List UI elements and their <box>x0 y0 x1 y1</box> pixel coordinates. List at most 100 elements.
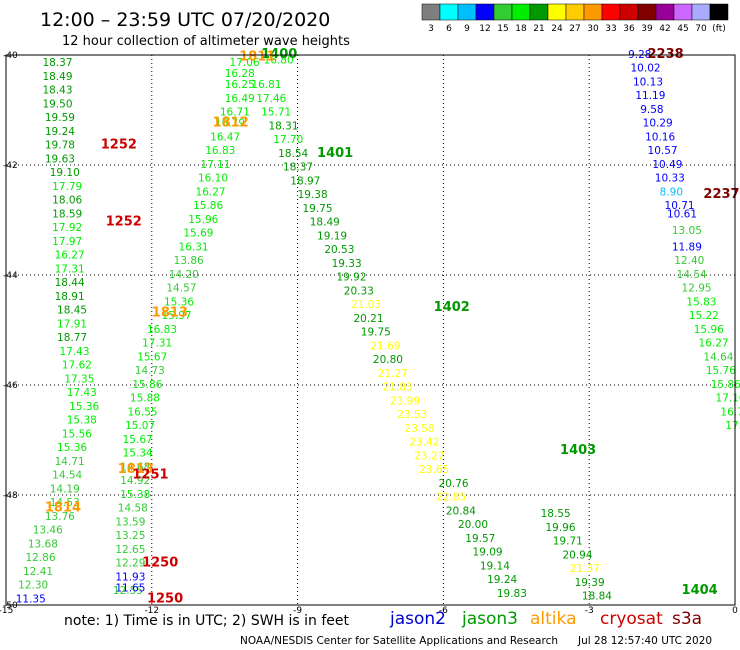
colorbar: 3 6 9 12 15 18 21 24 27 30 33 36 39 42 45 70 (ft) <box>421 3 729 34</box>
swh-value: 19.59 <box>45 112 75 124</box>
swh-value: 15.56 <box>62 428 92 440</box>
colorbar-swatch <box>421 3 441 21</box>
chart-title: 12:00 – 23:59 UTC 07/20/2020 <box>40 9 330 31</box>
swh-value: 14.54 <box>677 269 707 281</box>
swh-value: 15.88 <box>130 393 160 405</box>
x-tick-label: -6 <box>439 606 448 616</box>
y-tick-label: -50 <box>3 601 18 611</box>
swh-value: 16.71 <box>220 107 250 119</box>
swh-value: 21.03 <box>351 299 381 311</box>
swh-value: 13.46 <box>33 525 63 537</box>
swh-value: 23.53 <box>397 409 427 421</box>
swh-value: 11.93 <box>115 571 145 583</box>
swh-value: 15.86 <box>132 379 162 391</box>
swh-value: 14.64 <box>703 351 733 363</box>
swh-value: 17.43 <box>59 346 89 358</box>
pass-label: 1404 <box>682 583 718 598</box>
swh-value: 12.65 <box>115 544 145 556</box>
swh-value: 19.96 <box>545 522 575 534</box>
colorbar-swatch <box>547 3 567 21</box>
swh-value: 17.00 <box>725 420 740 432</box>
swh-value: 15.71 <box>261 107 291 119</box>
swh-value: 15.96 <box>188 214 218 226</box>
credit-line: NOAA/NESDIS Center for Satellite Applica… <box>240 635 558 647</box>
colorbar-label: 27 <box>569 24 580 34</box>
pass-label: 1250 <box>147 591 183 606</box>
colorbar-label: 36 <box>623 24 635 34</box>
swh-value: 21.27 <box>378 368 408 380</box>
swh-value: 23.65 <box>419 464 449 476</box>
swh-value: 10.33 <box>655 173 685 185</box>
swh-value: 15.07 <box>125 420 155 432</box>
colorbar-swatch <box>601 3 621 21</box>
swh-value: 18.59 <box>52 208 82 220</box>
swh-value: 21.69 <box>371 340 401 352</box>
plot-frame <box>5 54 736 606</box>
swh-value: 10.29 <box>643 118 673 130</box>
swh-value: 19.24 <box>45 126 75 138</box>
legend-cryosat: cryosat <box>600 609 663 629</box>
x-tick-label: -12 <box>144 606 159 616</box>
swh-value: 14.19 <box>50 483 80 495</box>
swh-value: 19.10 <box>50 167 80 179</box>
swh-value: 21.37 <box>570 563 600 575</box>
swh-value: 19.63 <box>45 153 75 165</box>
swh-value: 18.91 <box>55 291 85 303</box>
swh-value: 16.79 <box>215 118 245 130</box>
swh-value: 10.49 <box>652 159 682 171</box>
chart-subtitle: 12 hour collection of altimeter wave hei… <box>62 34 350 49</box>
swh-value: 16.27 <box>699 338 729 350</box>
swh-value: 15.38 <box>67 415 97 427</box>
swh-value: 16.55 <box>128 406 158 418</box>
y-tick-label: -48 <box>3 491 18 501</box>
swh-value: 17.97 <box>52 236 82 248</box>
colorbar-label: 24 <box>551 24 563 34</box>
swh-value: 18.84 <box>582 591 612 603</box>
swh-value: 15.76 <box>706 365 736 377</box>
pass-label: 1814 <box>45 501 81 516</box>
swh-value: 17.43 <box>67 387 97 399</box>
colorbar-label: (ft) <box>712 24 726 34</box>
swh-value: 17.92 <box>52 222 82 234</box>
swh-value: 17.35 <box>64 373 94 385</box>
swh-value: 13.86 <box>174 255 204 267</box>
swh-value: 20.84 <box>446 505 476 517</box>
x-tick-label: 0 <box>732 606 738 616</box>
swh-value: 9.58 <box>640 104 663 116</box>
swh-value: 14.73 <box>135 365 165 377</box>
swh-value: 16.31 <box>179 241 209 253</box>
swh-value: 16.81 <box>251 79 281 91</box>
colorbar-label: 12 <box>479 24 490 34</box>
swh-value: 10.02 <box>631 63 661 75</box>
swh-value: 14.92 <box>120 475 150 487</box>
pass-label: 1813 <box>118 462 154 477</box>
colorbar-label: 33 <box>605 24 616 34</box>
x-tick-label: -9 <box>293 606 302 616</box>
colorbar-label: 30 <box>587 24 599 34</box>
swh-value: 18.97 <box>290 175 320 187</box>
swh-value: 12.41 <box>23 566 53 578</box>
legend-jason2: jason2 <box>389 609 446 629</box>
pass-label: 1400 <box>261 47 297 62</box>
swh-value: 13.68 <box>28 538 58 550</box>
swh-value: 16.27 <box>196 186 226 198</box>
swh-value: 18.37 <box>283 162 313 174</box>
swh-value: 19.19 <box>317 230 347 242</box>
swh-value: 10.61 <box>667 208 697 220</box>
y-tick-label: -40 <box>3 51 18 61</box>
swh-value: 17.79 <box>52 181 82 193</box>
swh-value: 18.54 <box>278 148 308 160</box>
swh-value: 15.86 <box>711 379 740 391</box>
swh-value: 14.68 <box>120 461 150 473</box>
pass-label: 2238 <box>648 47 684 62</box>
swh-value: 19.50 <box>42 98 72 110</box>
swh-value: 19.78 <box>45 140 75 152</box>
swh-value: 11.89 <box>672 241 702 253</box>
swh-value: 17.31 <box>142 338 172 350</box>
colorbar-swatch <box>565 3 585 21</box>
colorbar-label: 45 <box>677 24 688 34</box>
pass-label: 1403 <box>560 443 596 458</box>
swh-value: 20.33 <box>344 285 374 297</box>
swh-value: 11.65 <box>115 582 145 594</box>
swh-value: 12.95 <box>682 283 712 295</box>
